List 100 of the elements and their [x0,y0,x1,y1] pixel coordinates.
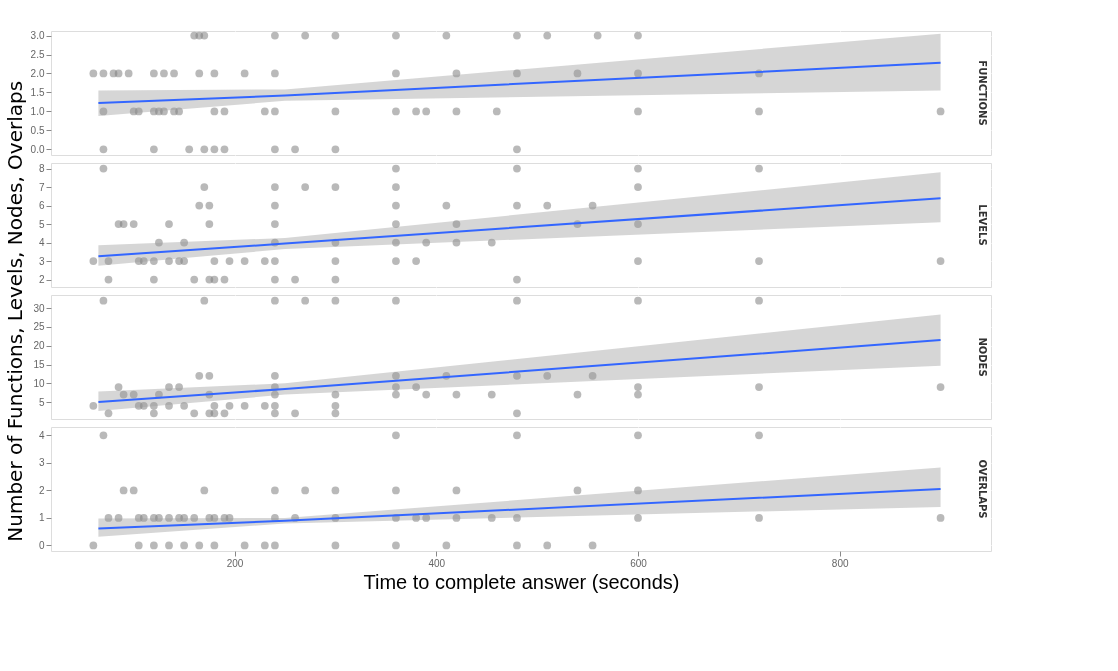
y-axis-title: Number of Functions, Levels, Nodes, Overlaps [2,80,27,542]
point [190,409,199,418]
y-tick-label: 2 [38,484,45,496]
point [634,383,642,391]
point [513,431,521,440]
point [634,296,642,305]
point [210,409,219,418]
point [129,486,138,495]
point [271,486,279,495]
point [119,486,128,495]
point [331,296,340,305]
point [573,486,582,495]
point [422,390,431,399]
point [301,486,310,495]
point [210,401,219,410]
y-tick-label: 8 [38,163,45,175]
y-tick-label: 4 [38,237,45,249]
y-tick-label: 1 [38,512,45,524]
y-tick-label: 0.5 [30,124,45,136]
point [134,541,143,550]
point [755,296,763,305]
y-tick-label: 4 [38,429,45,441]
x-tick-label: 600 [630,557,648,569]
y-tick-label: 0 [38,539,45,551]
point [936,514,945,522]
point [200,486,209,495]
point [634,390,642,399]
point [331,541,340,550]
point [513,409,521,418]
point [392,390,400,399]
point [180,401,189,410]
y-tick-label: 2.0 [30,67,45,79]
point [271,371,279,380]
point [205,371,214,380]
y-tick-label: 25 [33,321,45,333]
point [99,431,108,440]
y-tick-label: 6 [38,200,45,212]
point [195,541,204,550]
point [543,541,552,550]
point [114,383,123,391]
text: OVERLAPS [977,459,988,519]
point [634,514,642,522]
point [195,371,204,380]
y-tick-label: 5 [38,218,45,230]
point [260,401,269,410]
y-tick-label: 7 [38,181,45,193]
point [331,401,340,410]
point [452,486,461,495]
point [442,541,451,550]
y-tick-label: 0.0 [30,143,45,155]
point [99,296,108,305]
y-tick-label: 15 [33,359,45,371]
point [260,541,269,550]
point [291,409,299,418]
point [513,541,521,550]
point [331,486,340,495]
y-tick-label: 5 [38,396,45,408]
point [225,401,234,410]
point [331,409,340,418]
point [392,431,400,440]
x-tick-label: 200 [226,557,244,569]
point [240,401,249,410]
text: FUNCTIONS [977,60,988,126]
point [89,541,98,550]
y-tick-label: 3 [38,255,45,267]
y-tick-label: 20 [33,340,45,352]
text: NODES [977,337,988,377]
point [180,541,189,550]
point [392,486,400,495]
y-tick-label: 2.5 [30,49,45,61]
point [240,541,249,550]
point [755,383,763,391]
point [271,296,279,305]
y-tick-label: 1.0 [30,105,45,117]
point [588,541,597,550]
x-axis-title: Time to complete answer (seconds) [363,570,680,593]
y-tick-label: 3.0 [30,30,45,42]
point [936,383,945,391]
x-tick-label: 400 [428,557,446,569]
point [573,390,582,399]
y-tick-label: 10 [33,377,45,389]
point [755,431,763,440]
point [89,401,98,410]
y-tick-label: 30 [33,302,45,314]
y-tick-label: 3 [38,457,45,469]
point [513,296,521,305]
y-tick-label: 1.5 [30,86,45,98]
point [165,541,173,550]
y-tick-label: 2 [38,274,45,286]
text: LEVELS [977,204,988,246]
point [755,514,763,522]
point [487,390,496,399]
point [392,296,400,305]
point [150,409,158,418]
point [210,541,219,550]
point [392,541,400,550]
point [634,431,642,440]
point [271,401,279,410]
x-tick-label: 800 [831,557,849,569]
point [301,296,310,305]
